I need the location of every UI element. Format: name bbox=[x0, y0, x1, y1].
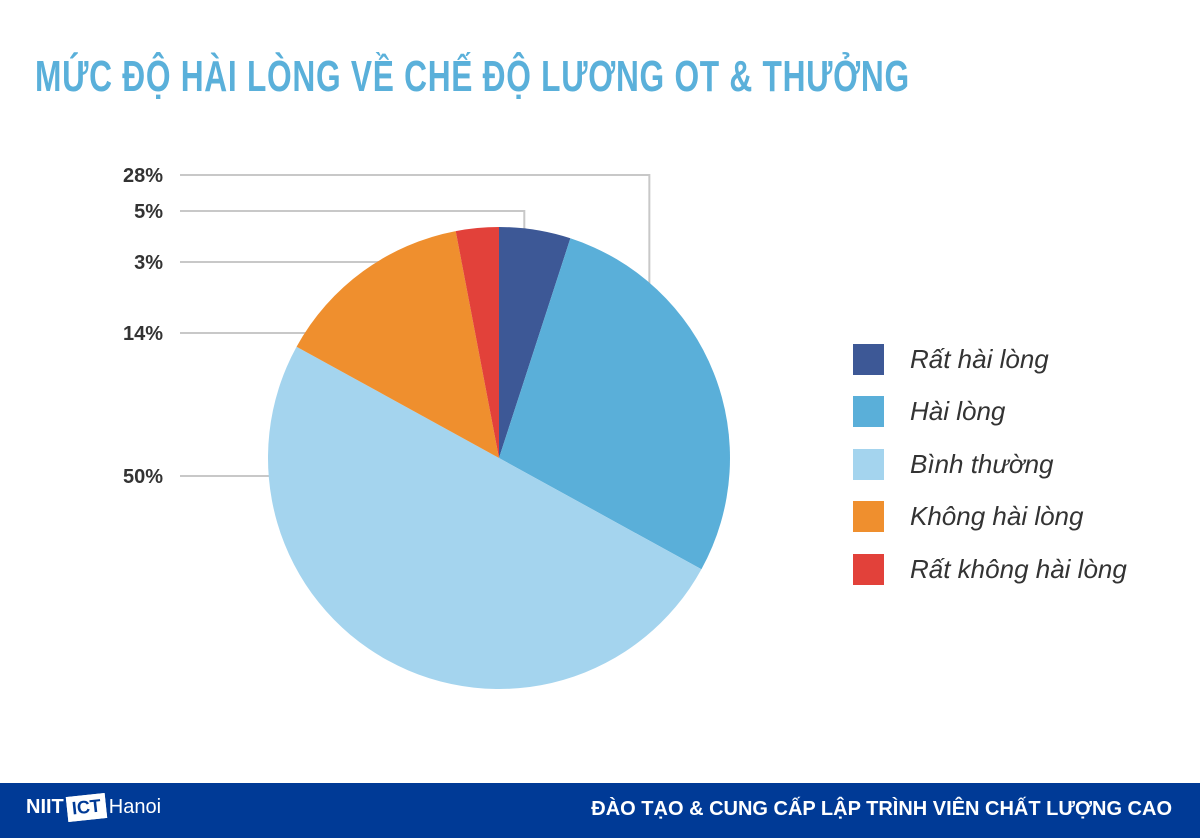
footer-bar: NIIT ICT Hanoi ĐÀO TẠO & CUNG CẤP LẬP TR… bbox=[0, 783, 1200, 838]
logo-text: NIIT bbox=[26, 796, 64, 818]
legend-label: Rất không hài lòng bbox=[910, 553, 1127, 584]
pie-slice bbox=[499, 227, 571, 458]
legend-swatch bbox=[853, 553, 884, 585]
data-label: 50% bbox=[123, 466, 163, 488]
pie-slice bbox=[455, 227, 499, 458]
data-label: 14% bbox=[123, 323, 163, 345]
niit-ict-logo[interactable]: NIIT ICT Hanoi bbox=[26, 793, 162, 822]
legend-item: Bình thường bbox=[853, 438, 1127, 491]
data-label: 5% bbox=[134, 201, 163, 223]
legend-swatch bbox=[853, 448, 884, 480]
logo-text: ICT bbox=[65, 793, 107, 822]
legend-item: Không hài lòng bbox=[853, 491, 1127, 544]
legend: Rất hài lòng Hài lòng Bình thường Không … bbox=[853, 333, 1127, 596]
legend-label: Bình thường bbox=[910, 448, 1054, 479]
data-label: 3% bbox=[134, 252, 163, 274]
footer-tagline: ĐÀO TẠO & CUNG CẤP LẬP TRÌNH VIÊN CHẤT L… bbox=[591, 798, 1172, 820]
logo-text: Hanoi bbox=[108, 796, 162, 818]
data-label: 28% bbox=[123, 165, 163, 187]
chart-title: MỨC ĐỘ HÀI LÒNG VỀ CHẾ ĐỘ LƯƠNG OT & THƯ… bbox=[35, 52, 910, 101]
legend-label: Rất hài lòng bbox=[910, 343, 1049, 374]
legend-item: Hài lòng bbox=[853, 386, 1127, 439]
pie-slice bbox=[499, 238, 730, 570]
legend-swatch bbox=[853, 396, 884, 428]
legend-item: Rất hài lòng bbox=[853, 333, 1127, 386]
legend-label: Không hài lòng bbox=[910, 501, 1084, 532]
legend-item: Rất không hài lòng bbox=[853, 543, 1127, 596]
legend-swatch bbox=[853, 501, 884, 533]
pie-slice bbox=[267, 346, 702, 689]
legend-swatch bbox=[853, 343, 884, 375]
legend-label: Hài lòng bbox=[910, 396, 1006, 427]
pie-slice bbox=[296, 231, 499, 458]
pie-chart: 5% 28% 50% 14% 3% bbox=[123, 165, 730, 689]
